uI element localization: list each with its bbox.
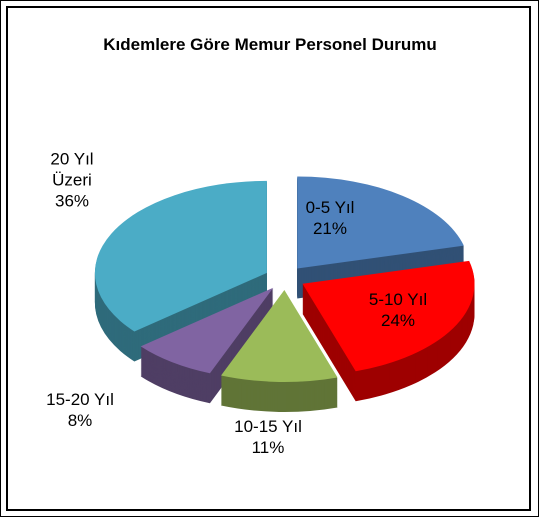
category-label: 10-15 Yıl [234, 417, 302, 436]
category-label: 15-20 Yıl [46, 390, 114, 409]
percent-label: 8% [67, 411, 93, 430]
pie-slice [94, 180, 267, 362]
slice-top [94, 180, 267, 332]
inner-frame [6, 6, 531, 511]
data-label: 5-10 Yıl 24% [369, 289, 427, 331]
percent-label: 36% [54, 191, 90, 211]
category-label: 20 Yıl Üzeri [50, 149, 94, 190]
data-label: 10-15 Yıl 11% [234, 416, 302, 458]
data-label: 0-5 Yıl 21% [306, 197, 355, 239]
category-label: 0-5 Yıl [305, 198, 355, 217]
percent-label: 21% [312, 219, 348, 238]
pie-slice [221, 289, 338, 412]
pie-slice [302, 260, 475, 402]
data-label: 15-20 Yıl 8% [46, 389, 114, 431]
data-label: 20 Yıl Üzeri 36% [42, 149, 102, 212]
chart-title: Kıdemlere Göre Memur Personel Durumu [103, 35, 437, 54]
slice-top [297, 176, 464, 269]
pie-slice [140, 287, 274, 404]
percent-label: 11% [251, 438, 285, 457]
percent-label: 24% [380, 311, 416, 330]
slice-top [221, 289, 338, 382]
slice-top [140, 287, 274, 374]
category-label: 5-10 Yıl [368, 290, 428, 309]
slice-top [302, 260, 475, 372]
